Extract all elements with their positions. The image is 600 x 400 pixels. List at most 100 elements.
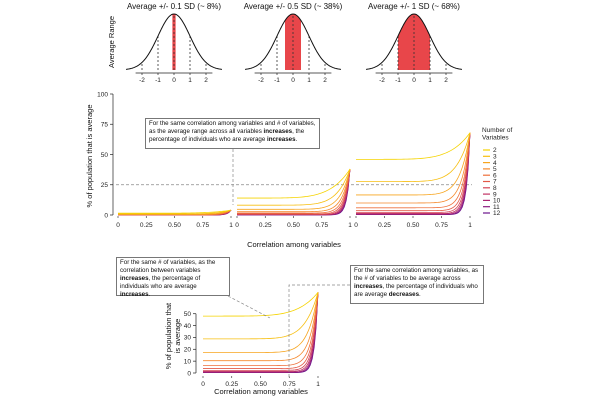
legend-label-7: 7	[493, 179, 497, 186]
normal-panel-title-1: Average +/- 0.5 SD (~ 38%)	[244, 2, 343, 11]
middle-annotation: For the same correlation among variables…	[145, 118, 320, 149]
mid-facet-1-x-tick-label-4: 1	[348, 222, 352, 229]
normal-x-tick-label-0-2: 0	[172, 77, 176, 84]
normal-x-tick-label-1-0: -2	[258, 77, 264, 84]
bottom-y-axis-label-line-1: is average	[173, 319, 182, 354]
mid-facet-2-x-tick-label-2: 0.50	[407, 222, 420, 229]
left-annotation: For the same # of variables, as the corr…	[116, 257, 230, 298]
bottom-y-tick-label-4: 40	[184, 323, 192, 330]
bottom-x-tick-label-2: 0.50	[254, 381, 267, 388]
mid-facet-2-x-tick-label-4: 1	[468, 222, 472, 229]
middle-annotation-bold-2: increases	[266, 136, 296, 143]
mid-facet-2-series-8-line	[356, 132, 471, 213]
bottom-x-tick-label-3: 0.75	[283, 381, 296, 388]
mid-facet-2-x-tick-label-3: 0.75	[435, 222, 448, 229]
legend-label-10: 10	[493, 198, 501, 205]
normal-x-tick-label-0-3: 1	[188, 77, 192, 84]
right-annotation: For the same correlation among variables…	[350, 265, 484, 304]
bottom-x-tick-label-4: 1	[316, 381, 320, 388]
normal-curve-0	[125, 13, 223, 70]
mid-facet-1-x-tick-label-1: 0.25	[259, 222, 272, 229]
middle-line-chart: 0 25 50 75 100% of population that is averag…	[85, 91, 472, 249]
mid-facet-0-x-tick-label-1: 0.25	[140, 222, 153, 229]
middle-annotation-bold-1: increases	[263, 128, 293, 135]
bottom-y-axis-label-line-0: % of population that	[164, 302, 173, 369]
legend-label-8: 8	[493, 185, 497, 192]
mid-facet-0-series-2-line	[117, 209, 232, 214]
normal-x-tick-label-2-4: 2	[444, 77, 448, 84]
mid-facet-2-series-7-line	[356, 132, 471, 212]
legend-title-line-0: Number of	[482, 127, 513, 134]
mid-facet-2-series-5-line	[356, 132, 471, 204]
legend-label-3: 3	[493, 154, 497, 161]
mid-facet-1-series-8-line	[237, 168, 351, 215]
normal-x-tick-label-1-2: 0	[291, 77, 295, 84]
bottom-series-5-line	[203, 292, 319, 362]
normal-x-tick-label-0-1: -1	[155, 77, 161, 84]
mid-facet-1-series-2-line	[237, 168, 351, 199]
bottom-y-tick-label-3: 30	[184, 335, 192, 342]
left-annotation-bold-1: increases	[120, 275, 149, 282]
mid-facet-1-series-7-line	[237, 168, 351, 215]
mid-facet-2-x-tick-label-0: 0	[354, 222, 358, 229]
mid-facet-1-series-3-line	[237, 168, 351, 206]
bottom-x-tick-label-0: 0	[201, 381, 205, 388]
bottom-series-3-line	[203, 292, 319, 340]
right-annotation-text-2: , the percentage of individuals who are …	[354, 283, 478, 298]
bottom-series-6-line	[203, 292, 319, 367]
mid-facet-1-x-tick-label-3: 0.75	[315, 222, 328, 229]
left-annotation-text-2: , the percentage of individuals who are …	[120, 275, 201, 290]
mid-y-tick-label-1: 25	[101, 182, 109, 189]
left-annotation-bold-2: increases	[120, 291, 149, 298]
bottom-series-4-line	[203, 292, 319, 353]
normal-x-tick-label-2-3: 1	[428, 77, 432, 84]
bottom-y-axis-label: % of population thatis average	[164, 302, 182, 369]
legend-title: Number of Variables	[482, 127, 513, 142]
mid-y-axis-label: % of population that is average	[85, 105, 94, 208]
middle-annotation-text-1: For the same correlation among variables…	[149, 120, 316, 135]
legend-title-line-1: Variables	[482, 135, 509, 142]
normal-x-tick-label-0-0: -2	[139, 77, 145, 84]
bottom-series-10-line	[203, 292, 319, 373]
right-annotation-text-1: For the same correlation among variables…	[354, 267, 479, 282]
mid-facet-2-series-4-line	[356, 132, 471, 196]
legend-label-5: 5	[493, 166, 497, 173]
annotation-connectors	[227, 149, 350, 377]
mid-y-tick-label-2: 50	[101, 152, 109, 159]
bottom-y-tick-label-1: 10	[184, 358, 192, 365]
normal-x-tick-label-1-3: 1	[307, 77, 311, 84]
bottom-y-tick-label-2: 20	[184, 347, 192, 354]
normal-x-tick-label-2-0: -2	[379, 77, 385, 84]
mid-facet-0-x-tick-label-3: 0.75	[196, 222, 209, 229]
middle-annotation-text-3: .	[295, 136, 298, 143]
mid-facet-1-x-tick-label-2: 0.50	[287, 222, 300, 229]
legend-label-4: 4	[493, 160, 497, 167]
left-annotation-text-3: .	[148, 291, 151, 298]
normal-x-tick-label-1-1: -1	[274, 77, 280, 84]
legend-label-11: 11	[493, 204, 500, 211]
normal-distribution-panels: -2 -1 0 1 2 Average +/- 0.1 SD (~ 8%) -2 -1 0 1 2 A…	[107, 2, 463, 84]
normal-x-tick-label-1-4: 2	[323, 77, 327, 84]
right-annotation-bold-1: increases	[354, 283, 383, 290]
normal-x-tick-label-2-2: 0	[412, 77, 416, 84]
mid-y-tick-label-4: 100	[97, 91, 108, 98]
legend-label-9: 9	[493, 191, 497, 198]
legend-label-2: 2	[493, 147, 497, 154]
connector-left-note	[227, 295, 271, 319]
connector-right-note	[288, 284, 350, 377]
mid-facet-1-series-4-line	[237, 168, 351, 210]
middle-annotation-text-2: , the percentage of individuals who are …	[149, 128, 305, 143]
bottom-x-axis-label: Correlation among variables	[214, 387, 308, 396]
mid-facet-2-series-6-line	[356, 132, 471, 209]
legend-label-12: 12	[493, 210, 501, 217]
right-annotation-text-3: .	[419, 291, 421, 298]
mid-facet-2-series-9-line	[356, 132, 471, 214]
mid-y-tick-label-3: 75	[101, 122, 109, 129]
bottom-series-7-line	[203, 292, 319, 369]
mid-facet-1-series-5-line	[237, 168, 351, 213]
right-annotation-bold-2: decreases	[388, 291, 420, 298]
legend-label-6: 6	[493, 172, 497, 179]
